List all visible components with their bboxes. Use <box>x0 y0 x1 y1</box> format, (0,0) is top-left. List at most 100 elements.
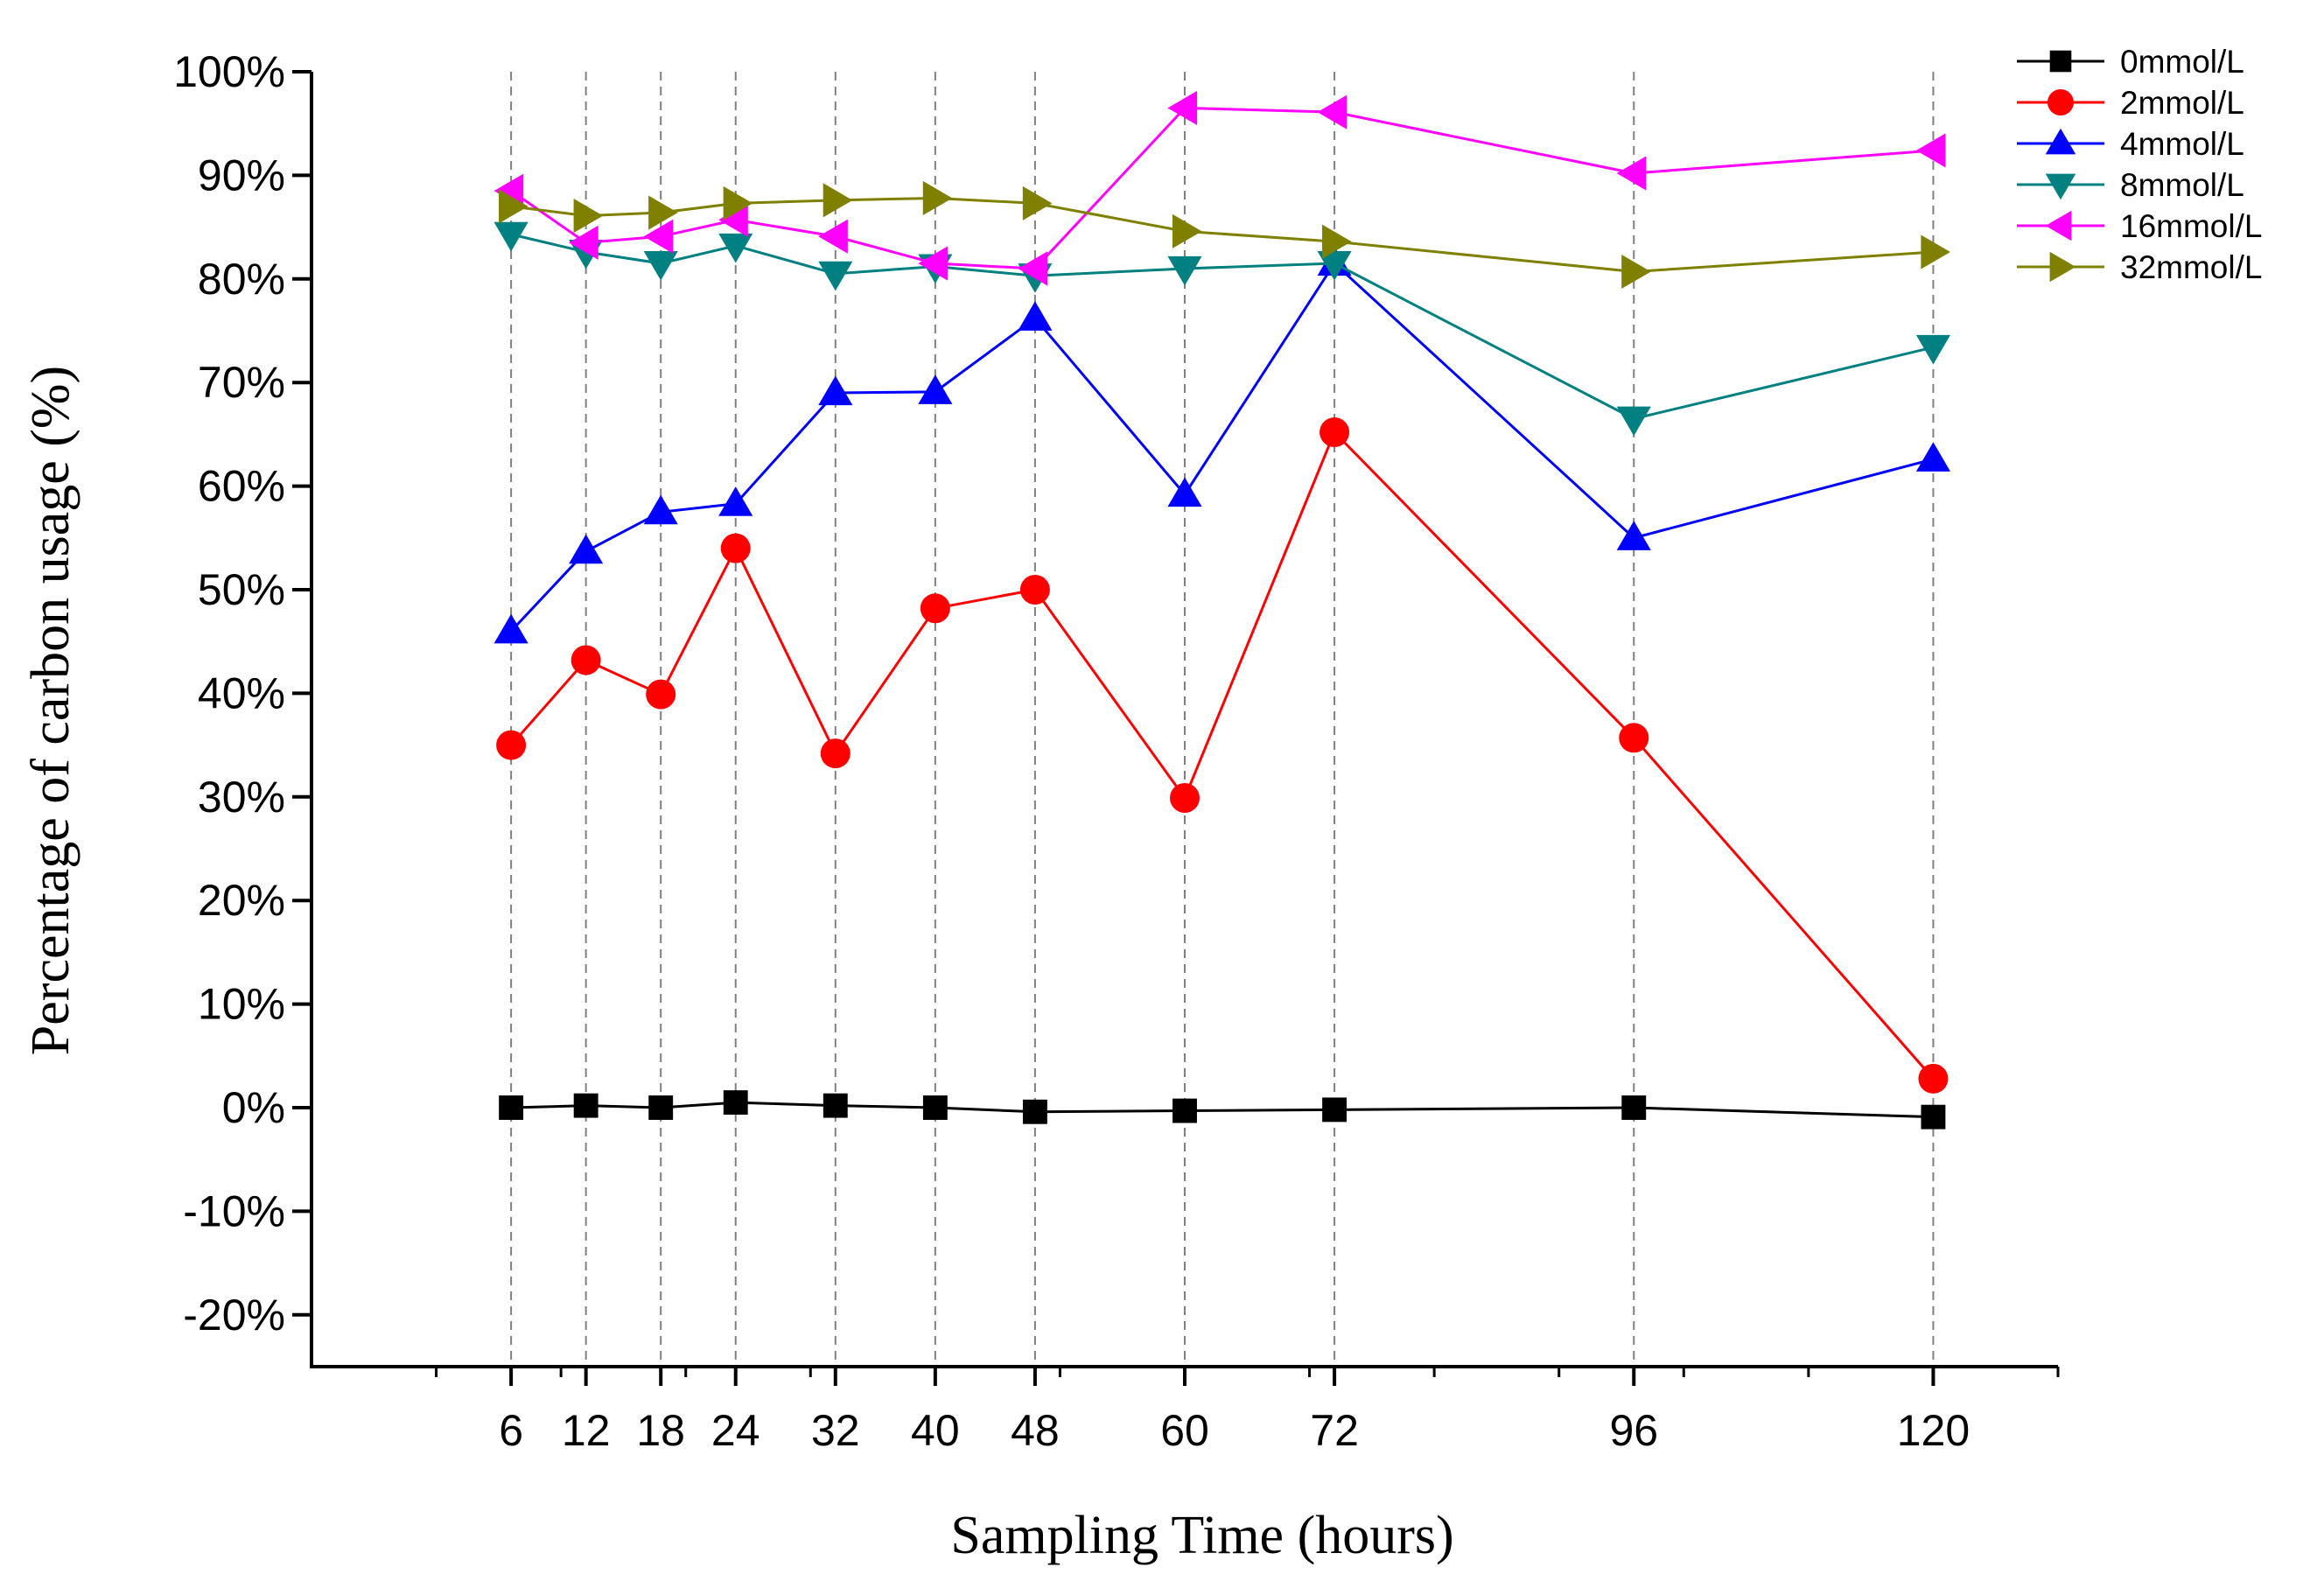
data-point <box>818 261 853 291</box>
series-line <box>510 233 1934 421</box>
data-point <box>1320 417 1350 448</box>
data-point <box>1167 255 1202 286</box>
data-point <box>494 221 528 252</box>
data-point <box>569 225 598 260</box>
data-point <box>573 1093 598 1118</box>
data-point <box>1167 477 1202 507</box>
data-point <box>643 250 678 281</box>
data-point <box>648 195 678 230</box>
x-tick-label: 60 <box>1160 1406 1209 1455</box>
y-tick-label: -20% <box>183 1291 285 1340</box>
series-4mmol/L <box>494 246 1950 644</box>
series-0mmol/L <box>499 1090 1946 1130</box>
x-tick-label: 6 <box>499 1406 523 1455</box>
data-point <box>1167 90 1198 125</box>
data-point <box>570 645 601 675</box>
data-point <box>1918 1063 1949 1094</box>
y-tick-label: 60% <box>198 462 285 511</box>
data-point <box>818 375 853 406</box>
series <box>494 90 1950 1130</box>
y-tick-label: -10% <box>183 1186 285 1235</box>
y-tick-label: 70% <box>198 358 285 407</box>
y-tick-label: 90% <box>198 150 285 199</box>
data-point <box>499 1095 524 1120</box>
y-tick-label: 30% <box>198 773 285 822</box>
data-point <box>723 185 753 220</box>
legend-item: 32mmol/L <box>2017 249 2262 285</box>
legend-label: 8mmol/L <box>2120 167 2244 203</box>
series-32mmol/L <box>499 180 1950 290</box>
data-point <box>1022 185 1053 220</box>
data-point <box>918 246 948 281</box>
legend-label: 2mmol/L <box>2120 85 2244 121</box>
data-point <box>1621 254 1651 290</box>
legend-marker <box>2045 210 2072 241</box>
y-tick-label: 20% <box>198 876 285 925</box>
legend-label: 4mmol/L <box>2120 126 2244 162</box>
x-tick-label: 18 <box>636 1406 685 1455</box>
axis-ticks: -20% -10% 0% 10% 20% 30% 40% 50% 60% 70% 80% 90% 100… <box>173 47 2060 1455</box>
legend-marker <box>2045 128 2076 155</box>
legend-marker <box>2048 89 2074 115</box>
data-point <box>1619 723 1649 753</box>
data-point <box>922 1095 948 1120</box>
data-point <box>573 199 604 234</box>
data-point <box>643 219 674 254</box>
legend-marker <box>2045 173 2076 200</box>
data-point <box>494 613 528 644</box>
legend-label: 32mmol/L <box>2120 249 2262 285</box>
data-point <box>1317 94 1348 129</box>
x-tick-label: 96 <box>1609 1406 1658 1455</box>
data-point <box>499 189 528 224</box>
series-16mmol/L <box>494 90 1946 286</box>
data-point <box>1019 575 1050 605</box>
data-point <box>1915 334 1950 365</box>
data-point <box>1322 1097 1348 1123</box>
data-point <box>718 486 753 516</box>
data-point <box>1018 301 1053 331</box>
y-tick-label: 50% <box>198 565 285 614</box>
data-point <box>718 233 753 263</box>
legend-item: 0mmol/L <box>2017 44 2244 80</box>
data-point <box>818 219 848 254</box>
data-point <box>922 180 953 215</box>
data-point <box>1018 251 1047 286</box>
data-point <box>820 738 850 769</box>
x-tick-label: 48 <box>1011 1406 1060 1455</box>
data-point <box>1616 521 1651 550</box>
data-point <box>1621 1095 1647 1120</box>
data-point <box>648 1095 674 1120</box>
x-tick-label: 32 <box>811 1406 860 1455</box>
data-point <box>646 679 676 710</box>
series-line <box>510 261 1934 633</box>
data-point <box>1172 1098 1197 1123</box>
x-tick-label: 120 <box>1897 1406 1970 1455</box>
data-point <box>720 533 751 563</box>
data-point <box>1921 234 1950 269</box>
legend-label: 16mmol/L <box>2120 208 2262 244</box>
data-point <box>723 1090 748 1116</box>
data-point <box>822 183 853 218</box>
legend-item: 4mmol/L <box>2017 126 2244 162</box>
data-point <box>1616 406 1651 437</box>
x-tick-label: 40 <box>911 1406 960 1455</box>
x-tick-label: 24 <box>711 1406 760 1455</box>
legend-marker <box>2049 251 2076 283</box>
x-tick-label: 12 <box>562 1406 611 1455</box>
data-point <box>1317 250 1352 281</box>
data-point <box>1915 442 1950 472</box>
series-8mmol/L <box>494 221 1950 437</box>
legend: 0mmol/L 2mmol/L 4mmol/L 8mmol/L 16mmol/L 32mm… <box>2017 44 2262 285</box>
data-point <box>643 494 678 525</box>
y-tick-label: 100% <box>173 47 285 96</box>
legend-item: 2mmol/L <box>2017 85 2244 121</box>
data-point <box>918 374 953 404</box>
data-point <box>1322 224 1352 259</box>
legend-label: 0mmol/L <box>2120 44 2244 80</box>
data-point <box>1170 782 1200 813</box>
legend-item: 8mmol/L <box>2017 167 2244 203</box>
data-point <box>496 730 527 760</box>
legend-item: 16mmol/L <box>2017 208 2262 244</box>
data-point <box>1915 133 1946 168</box>
